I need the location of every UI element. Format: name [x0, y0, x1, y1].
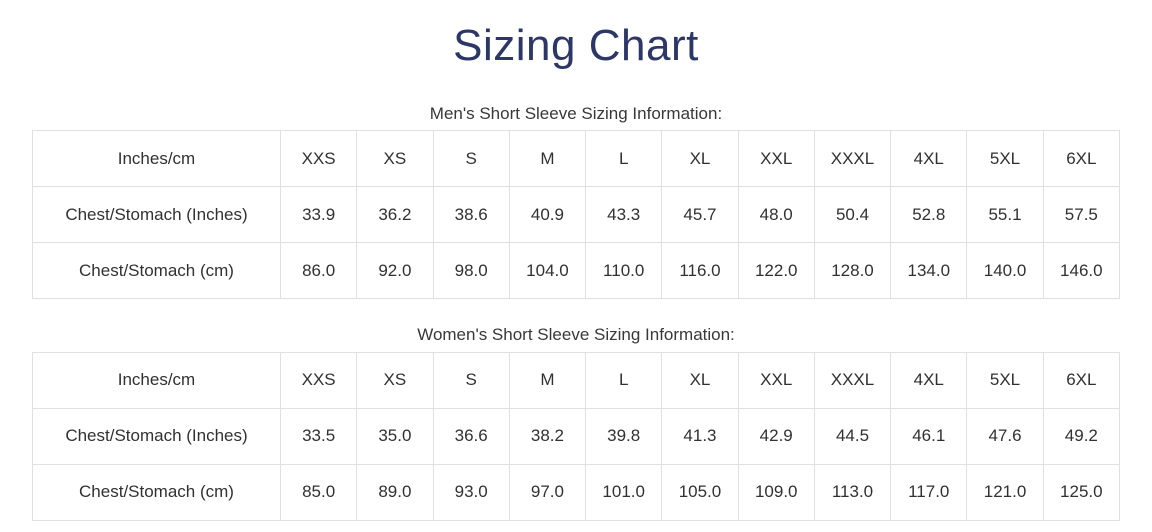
size-value-cell: 49.2 [1042, 407, 1121, 465]
size-value-cell: 93.0 [432, 463, 510, 521]
size-value-cell: 85.0 [279, 463, 358, 521]
column-header-xl: XL [661, 351, 739, 409]
column-header-6xl: 6XL [1042, 130, 1121, 188]
size-value-cell: 104.0 [508, 242, 587, 300]
column-header-s: S [432, 351, 510, 409]
column-header-6xl: 6XL [1042, 351, 1121, 409]
size-value-cell: 140.0 [966, 242, 1044, 300]
size-value-cell: 113.0 [813, 463, 892, 521]
size-value-cell: 109.0 [737, 463, 815, 521]
table-row-cm: Chest/Stomach (cm) 86.0 92.0 98.0 104.0 … [32, 242, 1121, 300]
size-value-cell: 55.1 [966, 186, 1044, 244]
size-value-cell: 46.1 [890, 407, 968, 465]
size-value-cell: 128.0 [813, 242, 892, 300]
womens-table-caption: Women's Short Sleeve Sizing Information: [417, 325, 735, 345]
column-header-s: S [432, 130, 510, 188]
column-header-units: Inches/cm [32, 130, 281, 188]
size-value-cell: 105.0 [661, 463, 739, 521]
column-header-l: L [585, 130, 663, 188]
column-header-xxs: XXS [279, 351, 358, 409]
size-value-cell: 38.6 [432, 186, 510, 244]
womens-table-body: Chest/Stomach (Inches) 33.5 35.0 36.6 38… [32, 407, 1121, 521]
size-value-cell: 38.2 [508, 407, 587, 465]
size-value-cell: 40.9 [508, 186, 587, 244]
size-value-cell: 117.0 [890, 463, 968, 521]
row-label: Chest/Stomach (cm) [32, 463, 281, 521]
column-header-xxl: XXL [737, 351, 815, 409]
row-label: Chest/Stomach (cm) [32, 242, 281, 300]
womens-sizing-section: Women's Short Sleeve Sizing Information:… [0, 325, 1152, 521]
size-value-cell: 110.0 [585, 242, 663, 300]
column-header-xxs: XXS [279, 130, 358, 188]
size-value-cell: 36.6 [432, 407, 510, 465]
row-label: Chest/Stomach (Inches) [32, 407, 281, 465]
mens-table-header: Inches/cm XXS XS S M L XL XXL XXXL 4XL 5… [32, 130, 1121, 188]
size-value-cell: 122.0 [737, 242, 815, 300]
size-value-cell: 116.0 [661, 242, 739, 300]
size-value-cell: 33.5 [279, 407, 358, 465]
mens-table-caption: Men's Short Sleeve Sizing Information: [429, 104, 723, 123]
size-value-cell: 42.9 [737, 407, 815, 465]
table-row-inches: Chest/Stomach (Inches) 33.5 35.0 36.6 38… [32, 407, 1121, 465]
size-value-cell: 50.4 [813, 186, 892, 244]
column-header-xxxl: XXXL [813, 351, 892, 409]
size-value-cell: 86.0 [279, 242, 358, 300]
column-header-5xl: 5XL [966, 130, 1044, 188]
size-value-cell: 92.0 [356, 242, 434, 300]
column-header-4xl: 4XL [890, 130, 968, 188]
column-header-xxl: XXL [737, 130, 815, 188]
table-row-inches: Chest/Stomach (Inches) 33.9 36.2 38.6 40… [32, 186, 1121, 244]
size-value-cell: 97.0 [508, 463, 587, 521]
row-label: Chest/Stomach (Inches) [32, 186, 281, 244]
column-header-4xl: 4XL [890, 351, 968, 409]
size-value-cell: 48.0 [737, 186, 815, 244]
womens-table-header: Inches/cm XXS XS S M L XL XXL XXXL 4XL 5… [32, 351, 1121, 409]
table-header-row: Inches/cm XXS XS S M L XL XXL XXXL 4XL 5… [32, 351, 1121, 409]
page-title: Sizing Chart [453, 21, 699, 70]
size-value-cell: 134.0 [890, 242, 968, 300]
column-header-5xl: 5XL [966, 351, 1044, 409]
mens-sizing-section: Men's Short Sleeve Sizing Information: I… [0, 104, 1152, 300]
column-header-xl: XL [661, 130, 739, 188]
size-value-cell: 146.0 [1042, 242, 1121, 300]
column-header-l: L [585, 351, 663, 409]
column-header-xs: XS [356, 130, 434, 188]
size-value-cell: 44.5 [813, 407, 892, 465]
size-value-cell: 89.0 [356, 463, 434, 521]
table-row-cm: Chest/Stomach (cm) 85.0 89.0 93.0 97.0 1… [32, 463, 1121, 521]
size-value-cell: 52.8 [890, 186, 968, 244]
column-header-xxxl: XXXL [813, 130, 892, 188]
size-value-cell: 36.2 [356, 186, 434, 244]
size-value-cell: 33.9 [279, 186, 358, 244]
size-value-cell: 41.3 [661, 407, 739, 465]
womens-sizing-table: Inches/cm XXS XS S M L XL XXL XXXL 4XL 5… [32, 351, 1121, 521]
size-value-cell: 43.3 [585, 186, 663, 244]
column-header-m: M [508, 351, 587, 409]
size-value-cell: 101.0 [585, 463, 663, 521]
size-value-cell: 39.8 [585, 407, 663, 465]
table-header-row: Inches/cm XXS XS S M L XL XXL XXXL 4XL 5… [32, 130, 1121, 188]
size-value-cell: 47.6 [966, 407, 1044, 465]
mens-sizing-table: Inches/cm XXS XS S M L XL XXL XXXL 4XL 5… [32, 130, 1121, 300]
size-value-cell: 57.5 [1042, 186, 1121, 244]
size-value-cell: 98.0 [432, 242, 510, 300]
size-value-cell: 45.7 [661, 186, 739, 244]
size-value-cell: 125.0 [1042, 463, 1121, 521]
mens-table-body: Chest/Stomach (Inches) 33.9 36.2 38.6 40… [32, 186, 1121, 300]
column-header-m: M [508, 130, 587, 188]
column-header-xs: XS [356, 351, 434, 409]
size-value-cell: 35.0 [356, 407, 434, 465]
column-header-units: Inches/cm [32, 351, 281, 409]
size-value-cell: 121.0 [966, 463, 1044, 521]
